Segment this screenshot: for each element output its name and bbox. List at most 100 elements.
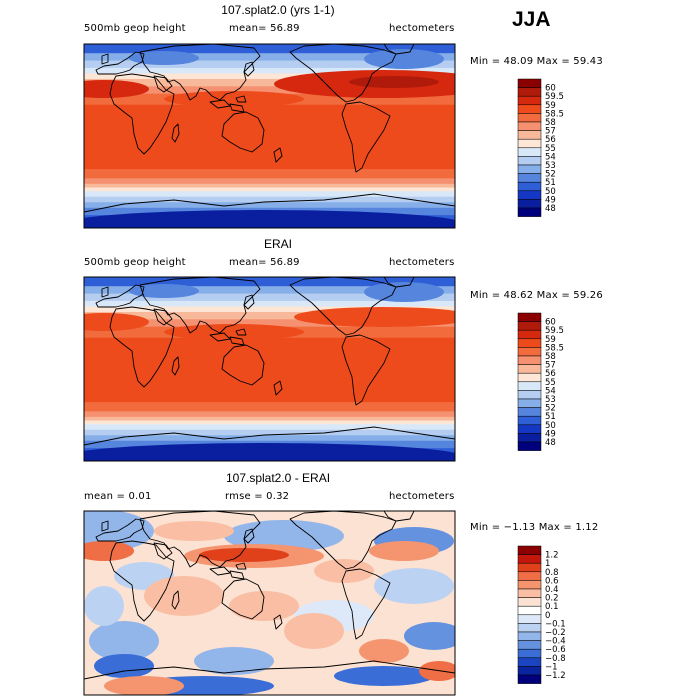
colorbar-1-label: 60 <box>545 84 556 94</box>
colorbar-1-label: 56 <box>545 135 556 145</box>
colorbar-2-box <box>517 398 542 408</box>
colorbar-2-label: 55 <box>545 378 556 388</box>
colorbar-3-box <box>517 554 542 564</box>
colorbar-2-box <box>517 329 542 340</box>
colorbar-1-box <box>517 87 542 97</box>
colorbar-2-label: 59 <box>545 335 556 345</box>
colorbar-3-label: −0.4 <box>545 637 566 647</box>
colorbar-3-box <box>517 631 542 641</box>
colorbar-1-label: 59.5 <box>545 92 564 102</box>
panel-1-units: hectometers <box>389 23 455 34</box>
colorbar-3-label: −1 <box>545 662 558 672</box>
colorbar-3-label: 0.4 <box>545 585 559 595</box>
colorbar-2-label: 59.5 <box>545 326 564 336</box>
colorbar-1-box <box>517 156 542 166</box>
panel-2-minmax: Min = 48.62 Max = 59.26 <box>470 290 603 301</box>
colorbar-1-label: 52 <box>545 170 556 180</box>
panel-3-mean: mean = 0.01 <box>84 491 152 502</box>
colorbar-2-box <box>517 372 542 383</box>
colorbar-2-label: 51 <box>545 412 556 422</box>
colorbar-3-box <box>517 562 542 573</box>
colorbar-3-box <box>517 597 542 607</box>
colorbar-1-label: 55 <box>545 144 556 154</box>
colorbar-1-label: 50 <box>545 187 556 197</box>
colorbar-2-box <box>517 321 542 331</box>
colorbar-3-label: 1.2 <box>545 551 559 561</box>
colorbar-3-label: −1.2 <box>545 671 566 681</box>
panel-3-units: hectometers <box>389 491 455 502</box>
colorbar-3-box <box>517 674 542 684</box>
colorbar-1-label: 58 <box>545 118 556 128</box>
colorbar-2-label: 48 <box>545 438 556 448</box>
panel-3-title: 107.splat2.0 - ERAI <box>225 471 331 485</box>
panel-3-map: 1.210.80.60.40.20.10−0.1−0.2−0.4−0.6−0.8… <box>83 510 566 696</box>
colorbar-1-box <box>517 207 542 217</box>
panel-2-mean: mean= 56.89 <box>229 257 300 268</box>
panel-2-title: ERAI <box>263 237 292 251</box>
panel-1-title: 107.splat2.0 (yrs 1-1) <box>221 3 335 17</box>
colorbar-3-box <box>517 545 542 555</box>
panel-1-variable: 500mb geop height <box>84 23 186 34</box>
panel-3-minmax: Min = −1.13 Max = 1.12 <box>470 522 599 533</box>
panel-2-variable: 500mb geop height <box>84 257 186 268</box>
colorbar-2-box <box>517 390 542 400</box>
colorbar-1-box <box>517 104 542 114</box>
colorbar-1-box <box>517 78 542 88</box>
colorbar-3-box <box>517 614 542 624</box>
panel-2-units: hectometers <box>389 257 455 268</box>
colorbar-2-box <box>517 338 542 348</box>
colorbar-2-label: 58 <box>545 352 556 362</box>
colorbar-3-label: −0.2 <box>545 628 566 638</box>
colorbar-1-label: 51 <box>545 178 556 188</box>
colorbar-1-box <box>517 121 542 131</box>
colorbar-3-box <box>517 588 542 598</box>
colorbar-3-label: 0.6 <box>545 576 559 586</box>
colorbar-1-box <box>517 130 542 140</box>
colorbar-2-box <box>517 347 542 357</box>
panel-3-rmse: rmse = 0.32 <box>225 491 290 502</box>
colorbar-3-box <box>517 640 542 650</box>
colorbar-3-label: 0 <box>545 611 550 621</box>
colorbar-2-label: 60 <box>545 318 556 328</box>
colorbar-2-box <box>517 424 542 434</box>
colorbar-3-label: −0.8 <box>545 654 566 664</box>
colorbar-1-box <box>517 147 542 157</box>
colorbar-3-box <box>517 571 542 581</box>
colorbar-3-label: −0.6 <box>545 645 566 655</box>
colorbar-1-label: 49 <box>545 195 556 205</box>
colorbar-3-label: 1 <box>545 559 550 569</box>
colorbar-1-box <box>517 173 542 183</box>
colorbar-1-box <box>517 138 542 149</box>
colorbar-2-box <box>517 433 542 443</box>
colorbar-1-label: 58.5 <box>545 109 564 119</box>
colorbar-3-box <box>517 605 542 616</box>
colorbar-3-box <box>517 580 542 590</box>
colorbar-2-box <box>517 312 542 322</box>
colorbar-3-box <box>517 648 542 659</box>
season-label: JJA <box>512 8 551 31</box>
colorbar-2-label: 58.5 <box>545 343 564 353</box>
colorbar-3-box <box>517 657 542 667</box>
colorbar-3-label: 0.8 <box>545 568 559 578</box>
colorbar-1-box <box>517 199 542 209</box>
colorbar-2-label: 54 <box>545 386 556 396</box>
colorbar-3-label: −0.1 <box>545 619 566 629</box>
colorbar-3-label: 0.1 <box>545 602 559 612</box>
colorbar-3-box <box>517 666 542 676</box>
colorbar-2-label: 49 <box>545 429 556 439</box>
colorbar-2-label: 50 <box>545 421 556 431</box>
colorbar-1-box <box>517 164 542 174</box>
colorbar-2-label: 57 <box>545 361 556 371</box>
colorbar-2-box <box>517 415 542 426</box>
colorbar-2-label: 53 <box>545 395 556 405</box>
colorbar-2-box <box>517 441 542 451</box>
colorbar-1-label: 59 <box>545 101 556 111</box>
colorbar-3-box <box>517 623 542 633</box>
colorbar-1-label: 48 <box>545 204 556 214</box>
panel-1-minmax: Min = 48.09 Max = 59.43 <box>470 56 603 67</box>
colorbar-1-box <box>517 113 542 123</box>
panel-1-mean: mean= 56.89 <box>229 23 300 34</box>
